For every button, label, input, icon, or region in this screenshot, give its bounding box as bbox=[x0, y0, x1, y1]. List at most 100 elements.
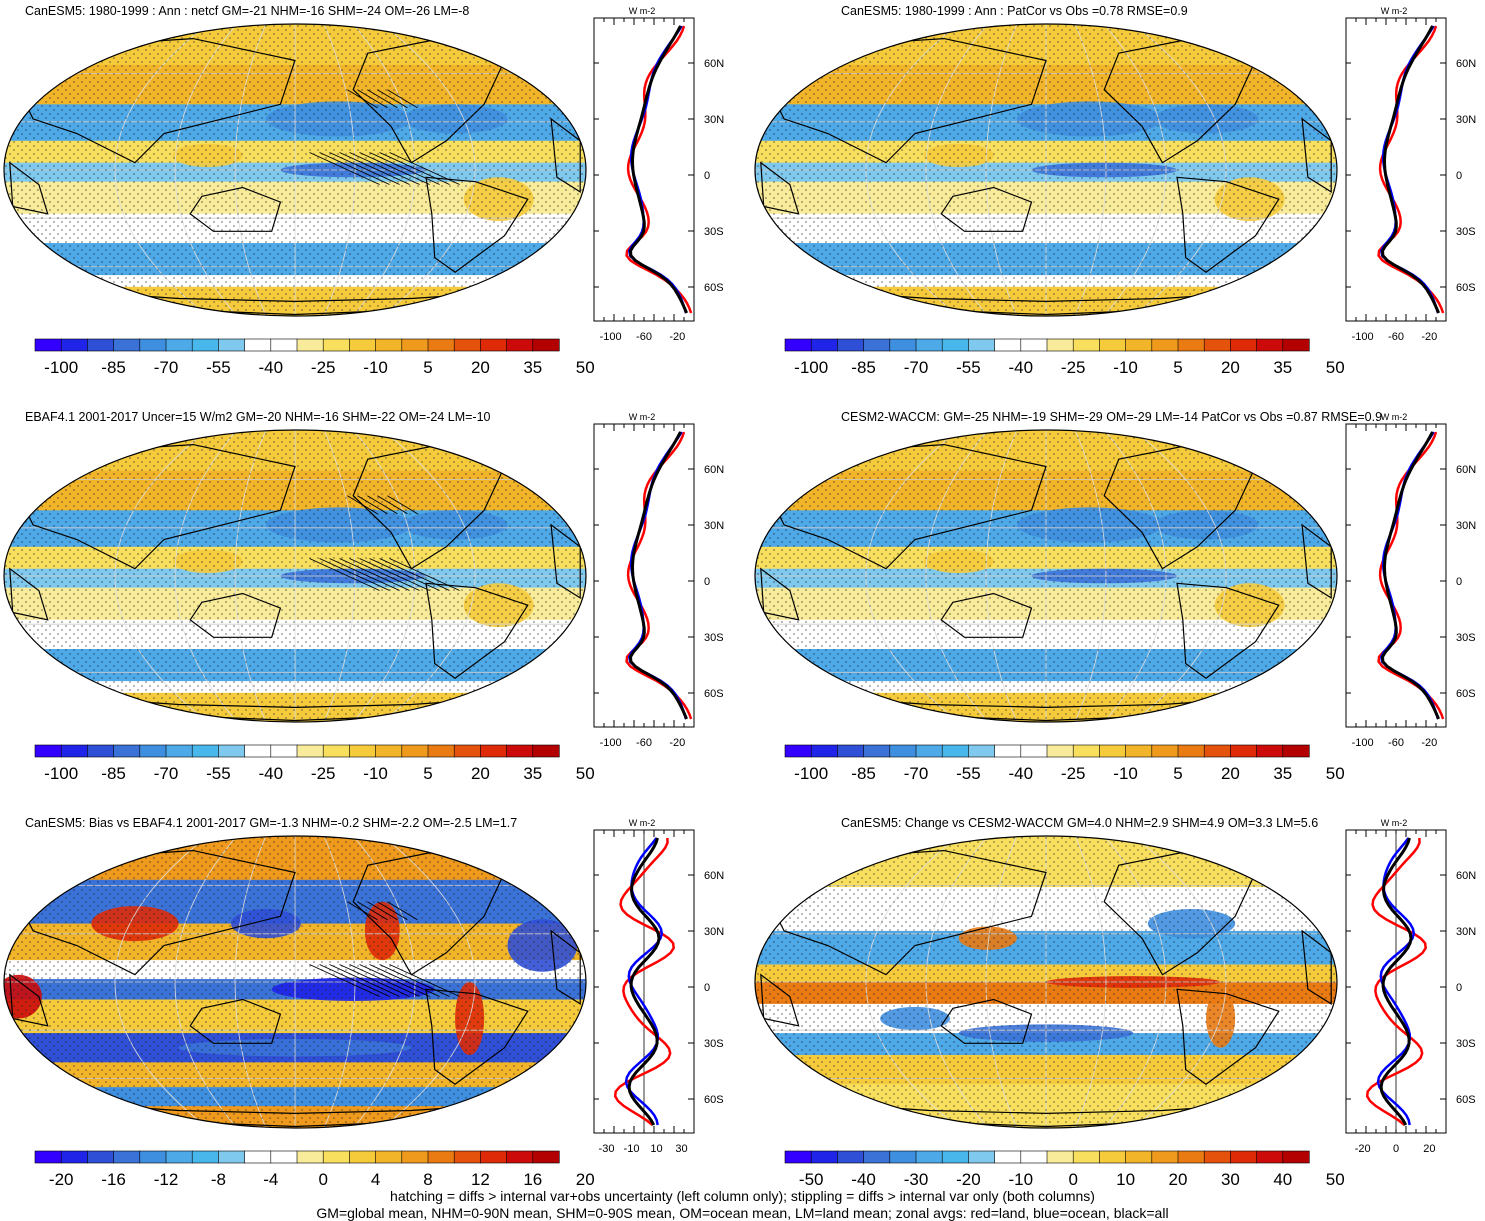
colorbar-tick-label: -4 bbox=[263, 1170, 278, 1189]
zonal-x-tick-label: -60 bbox=[636, 331, 652, 343]
zonal-land-line bbox=[625, 431, 693, 720]
colorbar-tick-label: 5 bbox=[423, 764, 432, 783]
colorbar-tick-label: 35 bbox=[523, 764, 542, 783]
colorbar-tick-label: -85 bbox=[101, 358, 126, 377]
map-border bbox=[3, 23, 587, 317]
zonal-lat-label: 60N bbox=[1456, 870, 1476, 882]
colorbar-tick-label: -10 bbox=[1113, 764, 1138, 783]
zonal-x-tick-label: -20 bbox=[1421, 737, 1437, 749]
zonal-lat-label: 60S bbox=[1456, 282, 1476, 294]
map-border bbox=[754, 23, 1338, 317]
colorbar-tick-label: -20 bbox=[956, 1170, 981, 1189]
footer-line-2: GM=global mean, NHM=0-90N mean, SHM=0-90… bbox=[316, 1205, 1169, 1221]
colorbar-tick-label: -10 bbox=[363, 764, 388, 783]
zonal-unit-label: W m-2 bbox=[1381, 412, 1408, 422]
colorbar-tick-label: 20 bbox=[471, 764, 490, 783]
colorbar-tick-label: -10 bbox=[1009, 1170, 1034, 1189]
zonal-mean-plot: W m-2 60N 30N 0 30S 60S -100 -60 -20 bbox=[1345, 412, 1476, 749]
hatching bbox=[309, 89, 460, 185]
zonal-lat-label: 0 bbox=[1456, 576, 1462, 588]
zonal-lat-label: 30S bbox=[1456, 632, 1476, 644]
map-border bbox=[3, 429, 587, 723]
zonal-x-tick-label: 30 bbox=[675, 1143, 687, 1155]
colorbar-tick-label: -55 bbox=[956, 764, 981, 783]
zonal-x-tick-label: -100 bbox=[600, 331, 622, 343]
zonal-unit-label: W m-2 bbox=[1381, 6, 1408, 16]
colorbar-tick-label: 30 bbox=[1221, 1170, 1240, 1189]
hatching bbox=[309, 901, 460, 997]
zonal-all-line bbox=[1379, 837, 1413, 1126]
colorbar-tick-label: -85 bbox=[851, 358, 876, 377]
colorbar-tick-label: 50 bbox=[576, 764, 595, 783]
colorbar: -100 -85 -70 -55 -40 -25 -10 5 20 35 50 bbox=[34, 744, 595, 783]
colorbar: -100 -85 -70 -55 -40 -25 -10 5 20 35 50 bbox=[34, 338, 595, 377]
zonal-x-tick-label: 10 bbox=[650, 1143, 662, 1155]
stippling bbox=[4, 836, 586, 1128]
colorbar-tick-label: -70 bbox=[904, 358, 929, 377]
zonal-all-line bbox=[628, 25, 688, 314]
zonal-lat-label: 60S bbox=[704, 1094, 724, 1106]
colorbar-tick-label: 8 bbox=[423, 1170, 432, 1189]
colorbar-tick-label: 20 bbox=[1221, 764, 1240, 783]
panel-title: CESM2-WACCM: GM=-25 NHM=-19 SHM=-29 OM=-… bbox=[841, 410, 1382, 424]
colorbar-tick-label: 35 bbox=[523, 358, 542, 377]
zonal-mean-plot: W m-2 60N 30N 0 30S 60S -20 0 20 bbox=[1345, 818, 1476, 1155]
zonal-lat-label: 30N bbox=[1456, 926, 1476, 938]
zonal-land-line bbox=[1377, 25, 1445, 314]
colorbar-tick-label: -40 bbox=[1009, 764, 1034, 783]
zonal-x-tick-label: -10 bbox=[624, 1143, 640, 1155]
zonal-x-tick-label: -20 bbox=[1421, 331, 1437, 343]
map bbox=[755, 24, 1337, 316]
colorbar-tick-label: 5 bbox=[1173, 358, 1182, 377]
zonal-mean-plot: W m-2 60N 30N 0 30S 60S -100 -60 -20 bbox=[593, 412, 724, 749]
zonal-x-tick-label: -100 bbox=[1352, 737, 1374, 749]
zonal-lat-label: 0 bbox=[1456, 170, 1462, 182]
colorbar-tick-label: 20 bbox=[1169, 1170, 1188, 1189]
colorbar-tick-label: -25 bbox=[1061, 764, 1086, 783]
panel-title: CanESM5: Bias vs EBAF4.1 2001-2017 GM=-1… bbox=[25, 816, 517, 830]
colorbar-tick-label: -100 bbox=[794, 358, 828, 377]
colorbar-tick-label: -25 bbox=[311, 358, 336, 377]
zonal-lat-label: 60S bbox=[704, 282, 724, 294]
colorbar-tick-label: -40 bbox=[259, 764, 284, 783]
panel-title: CanESM5: Change vs CESM2-WACCM GM=4.0 NH… bbox=[841, 816, 1318, 830]
colorbar-tick-label: -40 bbox=[259, 358, 284, 377]
panel-6: CanESM5: Change vs CESM2-WACCM GM=4.0 NH… bbox=[754, 816, 1476, 1189]
zonal-lat-label: 30S bbox=[704, 1038, 724, 1050]
zonal-lat-label: 30N bbox=[1456, 114, 1476, 126]
zonal-mean-plot: W m-2 60N 30N 0 30S 60S -30 -10 10 30 bbox=[593, 818, 724, 1155]
stippling bbox=[4, 24, 586, 316]
zonal-lat-label: 0 bbox=[704, 576, 710, 588]
zonal-x-tick-label: -20 bbox=[1355, 1143, 1371, 1155]
colorbar-tick-label: -85 bbox=[101, 764, 126, 783]
zonal-lat-label: 60S bbox=[704, 688, 724, 700]
colorbar-tick-label: 20 bbox=[1221, 358, 1240, 377]
zonal-lat-label: 30N bbox=[1456, 520, 1476, 532]
zonal-lat-label: 60N bbox=[1456, 464, 1476, 476]
colorbar-tick-label: -16 bbox=[101, 1170, 126, 1189]
zonal-x-tick-label: 0 bbox=[1393, 1143, 1399, 1155]
map bbox=[4, 836, 586, 1128]
zonal-all-line bbox=[1380, 25, 1440, 314]
colorbar-tick-label: -10 bbox=[1113, 358, 1138, 377]
zonal-lat-label: 30N bbox=[704, 926, 724, 938]
colorbar-tick-label: 40 bbox=[1273, 1170, 1292, 1189]
colorbar-tick-label: 50 bbox=[1326, 1170, 1345, 1189]
colorbar: -100 -85 -70 -55 -40 -25 -10 5 20 35 50 bbox=[784, 744, 1345, 783]
panel-title: EBAF4.1 2001-2017 Uncer=15 W/m2 GM=-20 N… bbox=[25, 410, 491, 424]
zonal-unit-label: W m-2 bbox=[629, 6, 656, 16]
hatching bbox=[309, 495, 460, 591]
stippling bbox=[755, 24, 1337, 316]
zonal-lat-label: 30N bbox=[704, 114, 724, 126]
zonal-lat-label: 60N bbox=[704, 464, 724, 476]
colorbar: -100 -85 -70 -55 -40 -25 -10 5 20 35 50 bbox=[784, 338, 1345, 377]
colorbar-tick-label: -85 bbox=[851, 764, 876, 783]
zonal-lat-label: 30S bbox=[704, 226, 724, 238]
zonal-lat-label: 60S bbox=[1456, 1094, 1476, 1106]
colorbar-tick-label: 35 bbox=[1273, 764, 1292, 783]
stippling bbox=[755, 836, 1337, 1128]
zonal-lat-label: 60N bbox=[704, 58, 724, 70]
colorbar-tick-label: -40 bbox=[1009, 358, 1034, 377]
colorbar-tick-label: 50 bbox=[576, 358, 595, 377]
colorbar-tick-label: 10 bbox=[1116, 1170, 1135, 1189]
